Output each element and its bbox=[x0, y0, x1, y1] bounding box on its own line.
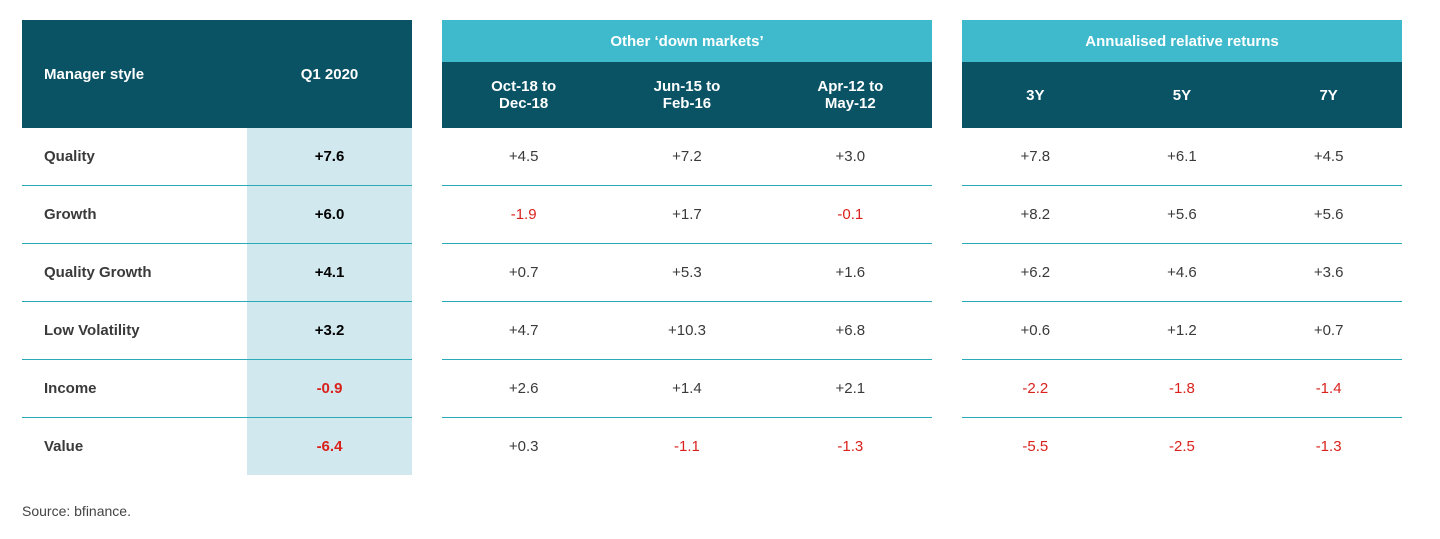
table-row: +4.5+7.2+3.0 bbox=[442, 128, 932, 186]
value-cell: +4.5 bbox=[1255, 128, 1402, 186]
header-7y: 7Y bbox=[1255, 62, 1402, 128]
value-cell: -1.8 bbox=[1109, 360, 1256, 418]
q1-value: -0.9 bbox=[247, 360, 412, 418]
table-row: Income-0.9 bbox=[22, 360, 412, 418]
table-row: -2.2-1.8-1.4 bbox=[962, 360, 1402, 418]
table-manager-style: Manager style Q1 2020 Quality+7.6Growth+… bbox=[22, 20, 412, 475]
value-cell: -1.9 bbox=[442, 186, 605, 244]
header-apr12-may12: Apr-12 toMay-12 bbox=[769, 62, 932, 128]
q1-value: +4.1 bbox=[247, 244, 412, 302]
header-down-markets-title: Other ‘down markets’ bbox=[442, 20, 932, 62]
value-cell: +1.4 bbox=[605, 360, 768, 418]
table-manager-style-body: Quality+7.6Growth+6.0Quality Growth+4.1L… bbox=[22, 128, 412, 475]
value-cell: +10.3 bbox=[605, 302, 768, 360]
table-row: +0.7+5.3+1.6 bbox=[442, 244, 932, 302]
value-cell: +2.6 bbox=[442, 360, 605, 418]
header-jun15-feb16: Jun-15 toFeb-16 bbox=[605, 62, 768, 128]
value-cell: +7.8 bbox=[962, 128, 1109, 186]
table-row: +0.6+1.2+0.7 bbox=[962, 302, 1402, 360]
source-note: Source: bfinance. bbox=[22, 503, 1418, 519]
table-row: +2.6+1.4+2.1 bbox=[442, 360, 932, 418]
value-cell: -5.5 bbox=[962, 418, 1109, 476]
value-cell: -2.5 bbox=[1109, 418, 1256, 476]
style-label: Quality Growth bbox=[22, 244, 247, 302]
value-cell: -1.1 bbox=[605, 418, 768, 476]
value-cell: +0.7 bbox=[1255, 302, 1402, 360]
table-row: +6.2+4.6+3.6 bbox=[962, 244, 1402, 302]
value-cell: +1.7 bbox=[605, 186, 768, 244]
table-row: +8.2+5.6+5.6 bbox=[962, 186, 1402, 244]
table-row: Quality Growth+4.1 bbox=[22, 244, 412, 302]
value-cell: +7.2 bbox=[605, 128, 768, 186]
style-label: Low Volatility bbox=[22, 302, 247, 360]
value-cell: +4.7 bbox=[442, 302, 605, 360]
value-cell: +2.1 bbox=[769, 360, 932, 418]
table-row: Growth+6.0 bbox=[22, 186, 412, 244]
table-down-markets-body: +4.5+7.2+3.0-1.9+1.7-0.1+0.7+5.3+1.6+4.7… bbox=[442, 128, 932, 475]
header-manager-style: Manager style bbox=[22, 20, 247, 128]
header-3y: 3Y bbox=[962, 62, 1109, 128]
header-oct18-dec18: Oct-18 toDec-18 bbox=[442, 62, 605, 128]
table-row: +0.3-1.1-1.3 bbox=[442, 418, 932, 476]
value-cell: -1.3 bbox=[769, 418, 932, 476]
q1-value: -6.4 bbox=[247, 418, 412, 476]
value-cell: +4.6 bbox=[1109, 244, 1256, 302]
header-q1-2020: Q1 2020 bbox=[247, 20, 412, 128]
q1-value: +6.0 bbox=[247, 186, 412, 244]
q1-value: +7.6 bbox=[247, 128, 412, 186]
q1-value: +3.2 bbox=[247, 302, 412, 360]
style-label: Quality bbox=[22, 128, 247, 186]
value-cell: +5.6 bbox=[1109, 186, 1256, 244]
table-row: Quality+7.6 bbox=[22, 128, 412, 186]
style-label: Value bbox=[22, 418, 247, 476]
header-annualised-title: Annualised relative returns bbox=[962, 20, 1402, 62]
value-cell: +3.0 bbox=[769, 128, 932, 186]
value-cell: +0.6 bbox=[962, 302, 1109, 360]
value-cell: +6.1 bbox=[1109, 128, 1256, 186]
value-cell: -2.2 bbox=[962, 360, 1109, 418]
value-cell: -0.1 bbox=[769, 186, 932, 244]
value-cell: +1.2 bbox=[1109, 302, 1256, 360]
table-annualised-returns-body: +7.8+6.1+4.5+8.2+5.6+5.6+6.2+4.6+3.6+0.6… bbox=[962, 128, 1402, 475]
table-row: +7.8+6.1+4.5 bbox=[962, 128, 1402, 186]
table-row: -1.9+1.7-0.1 bbox=[442, 186, 932, 244]
style-label: Growth bbox=[22, 186, 247, 244]
value-cell: +1.6 bbox=[769, 244, 932, 302]
value-cell: +5.3 bbox=[605, 244, 768, 302]
header-5y: 5Y bbox=[1109, 62, 1256, 128]
value-cell: +3.6 bbox=[1255, 244, 1402, 302]
value-cell: -1.3 bbox=[1255, 418, 1402, 476]
value-cell: +0.7 bbox=[442, 244, 605, 302]
style-label: Income bbox=[22, 360, 247, 418]
table-row: Low Volatility+3.2 bbox=[22, 302, 412, 360]
table-row: +4.7+10.3+6.8 bbox=[442, 302, 932, 360]
table-down-markets: Other ‘down markets’ Oct-18 toDec-18 Jun… bbox=[442, 20, 932, 475]
value-cell: +8.2 bbox=[962, 186, 1109, 244]
value-cell: +5.6 bbox=[1255, 186, 1402, 244]
table-annualised-returns: Annualised relative returns 3Y 5Y 7Y +7.… bbox=[962, 20, 1402, 475]
value-cell: +6.2 bbox=[962, 244, 1109, 302]
value-cell: +0.3 bbox=[442, 418, 605, 476]
value-cell: +4.5 bbox=[442, 128, 605, 186]
table-row: -5.5-2.5-1.3 bbox=[962, 418, 1402, 476]
value-cell: +6.8 bbox=[769, 302, 932, 360]
value-cell: -1.4 bbox=[1255, 360, 1402, 418]
tables-wrap: Manager style Q1 2020 Quality+7.6Growth+… bbox=[22, 20, 1418, 475]
table-row: Value-6.4 bbox=[22, 418, 412, 476]
